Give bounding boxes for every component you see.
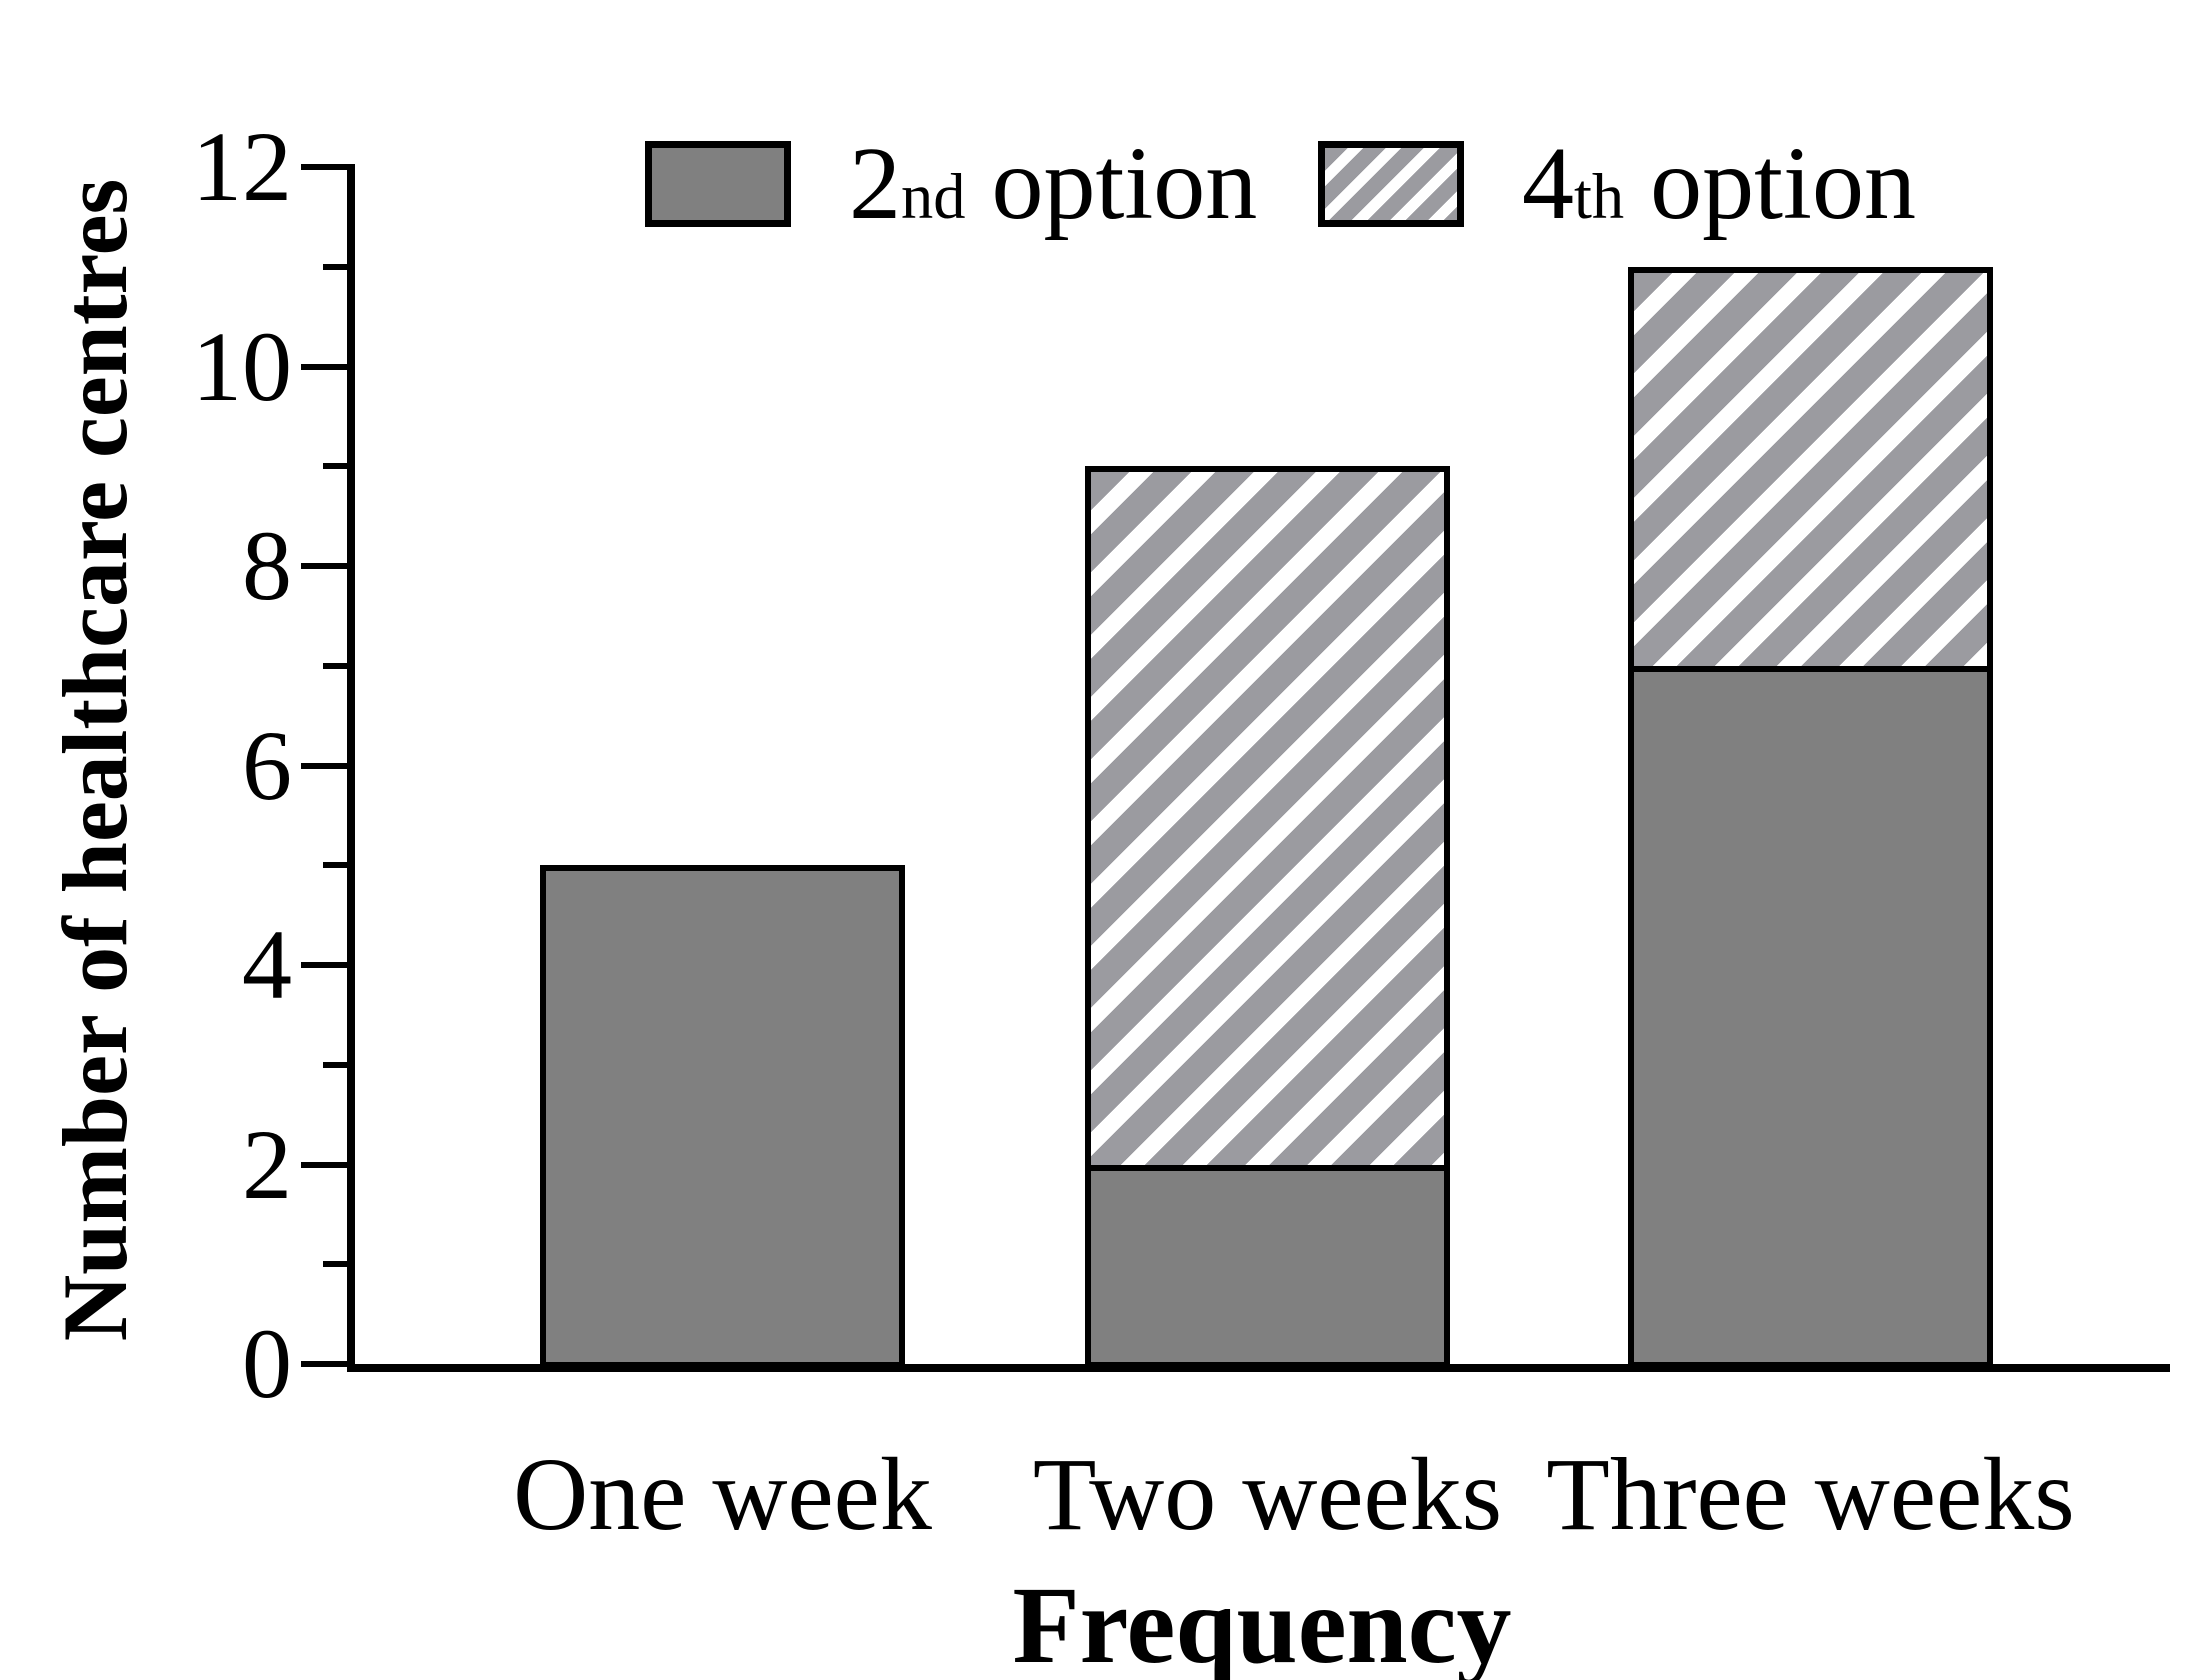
legend-label-superscript: nd	[901, 161, 966, 232]
y-tick-minor	[323, 662, 349, 669]
y-tick-label: 8	[242, 510, 292, 621]
y-tick-minor	[323, 862, 349, 869]
y-tick-major	[301, 1361, 349, 1367]
y-tick-minor	[323, 1261, 349, 1268]
y-tick-label: 6	[242, 709, 292, 821]
y-tick-major	[301, 1161, 349, 1168]
legend-label-text: option	[1624, 126, 1916, 241]
y-tick-label: 0	[242, 1308, 292, 1419]
legend-swatch-solid	[645, 141, 791, 227]
category-label-1: One week	[513, 1437, 932, 1552]
bar-segment-solid-3	[1628, 665, 1993, 1368]
y-axis-line	[347, 164, 355, 1372]
y-tick-label: 2	[242, 1108, 292, 1220]
bar-segment-solid-1	[540, 865, 905, 1368]
legend-label-text: 2	[849, 126, 901, 241]
category-label-3: Three weeks	[1546, 1437, 2075, 1552]
y-tick-major	[301, 762, 349, 769]
bar-segment-solid-2	[1085, 1164, 1450, 1368]
legend-swatch-hatched	[1318, 141, 1464, 227]
y-tick-label: 10	[192, 310, 292, 422]
legend-label-superscript: th	[1574, 161, 1625, 232]
legend-label: 2nd option	[849, 132, 1257, 236]
x-axis-line	[347, 1364, 2170, 1372]
category-label-2: Two weeks	[1032, 1437, 1503, 1552]
y-tick-label: 4	[242, 909, 292, 1020]
y-tick-minor	[323, 263, 349, 270]
y-tick-minor	[323, 1061, 349, 1068]
y-tick-label: 12	[192, 111, 292, 222]
y-tick-major	[301, 563, 349, 569]
y-tick-major	[301, 164, 349, 170]
legend-item-4th-option: 4th option	[1318, 132, 1916, 236]
legend-label-text: option	[965, 126, 1258, 241]
x-axis-title: Frequency	[1012, 1564, 1512, 1680]
bar-segment-hatched-3	[1628, 266, 1993, 672]
legend-item-2nd-option: 2nd option	[645, 132, 1257, 236]
y-tick-minor	[323, 463, 349, 470]
bar-segment-hatched-2	[1085, 466, 1450, 1171]
legend-label-text: 4	[1522, 126, 1574, 241]
y-tick-major	[301, 363, 349, 370]
y-tick-major	[301, 962, 349, 968]
legend-label: 4th option	[1522, 132, 1916, 236]
